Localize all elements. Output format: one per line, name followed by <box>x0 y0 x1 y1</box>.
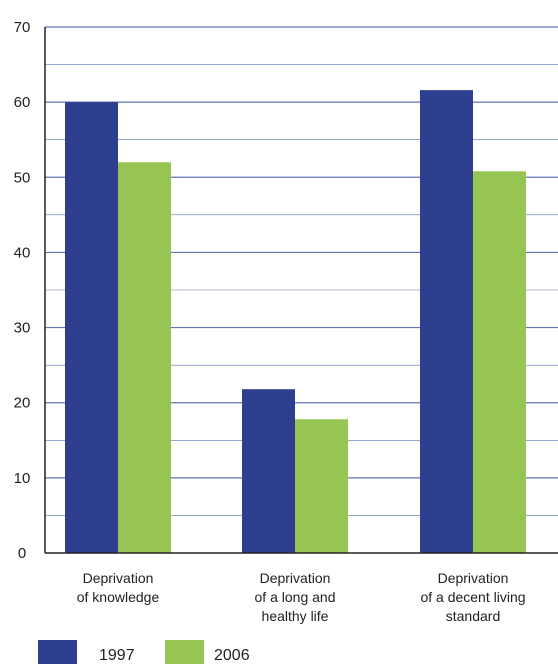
category-label: of a decent living <box>420 589 525 605</box>
legend: 1997 2006 <box>38 640 250 664</box>
y-tick-label: 60 <box>14 94 31 111</box>
legend-swatch-2006 <box>165 640 204 664</box>
y-tick-label: 70 <box>14 19 31 36</box>
category-label: of a long and <box>255 589 336 605</box>
bar-1997-3 <box>420 90 473 554</box>
bar-1997-1 <box>65 102 118 554</box>
y-tick-label: 20 <box>14 395 31 412</box>
y-tick-label: 10 <box>14 470 31 487</box>
category-label: of knowledge <box>77 589 160 605</box>
category-labels: Deprivation of knowledge Deprivation of a l… <box>77 570 526 624</box>
y-tick-label: 0 <box>18 545 26 562</box>
y-tick-label: 50 <box>14 169 31 186</box>
category-label: Deprivation <box>260 570 331 586</box>
legend-label-1997: 1997 <box>99 647 135 664</box>
y-axis-ticks: 0 10 20 30 40 50 60 70 <box>14 19 31 562</box>
bar-2006-1 <box>118 162 171 553</box>
bars <box>65 90 526 554</box>
legend-swatch-1997 <box>38 640 77 664</box>
bar-2006-2 <box>295 419 348 553</box>
category-label: healthy life <box>262 608 329 624</box>
y-tick-label: 30 <box>14 320 31 337</box>
legend-label-2006: 2006 <box>214 647 250 664</box>
bar-1997-2 <box>242 389 295 553</box>
bar-2006-3 <box>473 171 526 553</box>
category-label: standard <box>446 608 500 624</box>
category-label: Deprivation <box>438 570 509 586</box>
y-tick-label: 40 <box>14 244 31 261</box>
category-label: Deprivation <box>83 570 154 586</box>
